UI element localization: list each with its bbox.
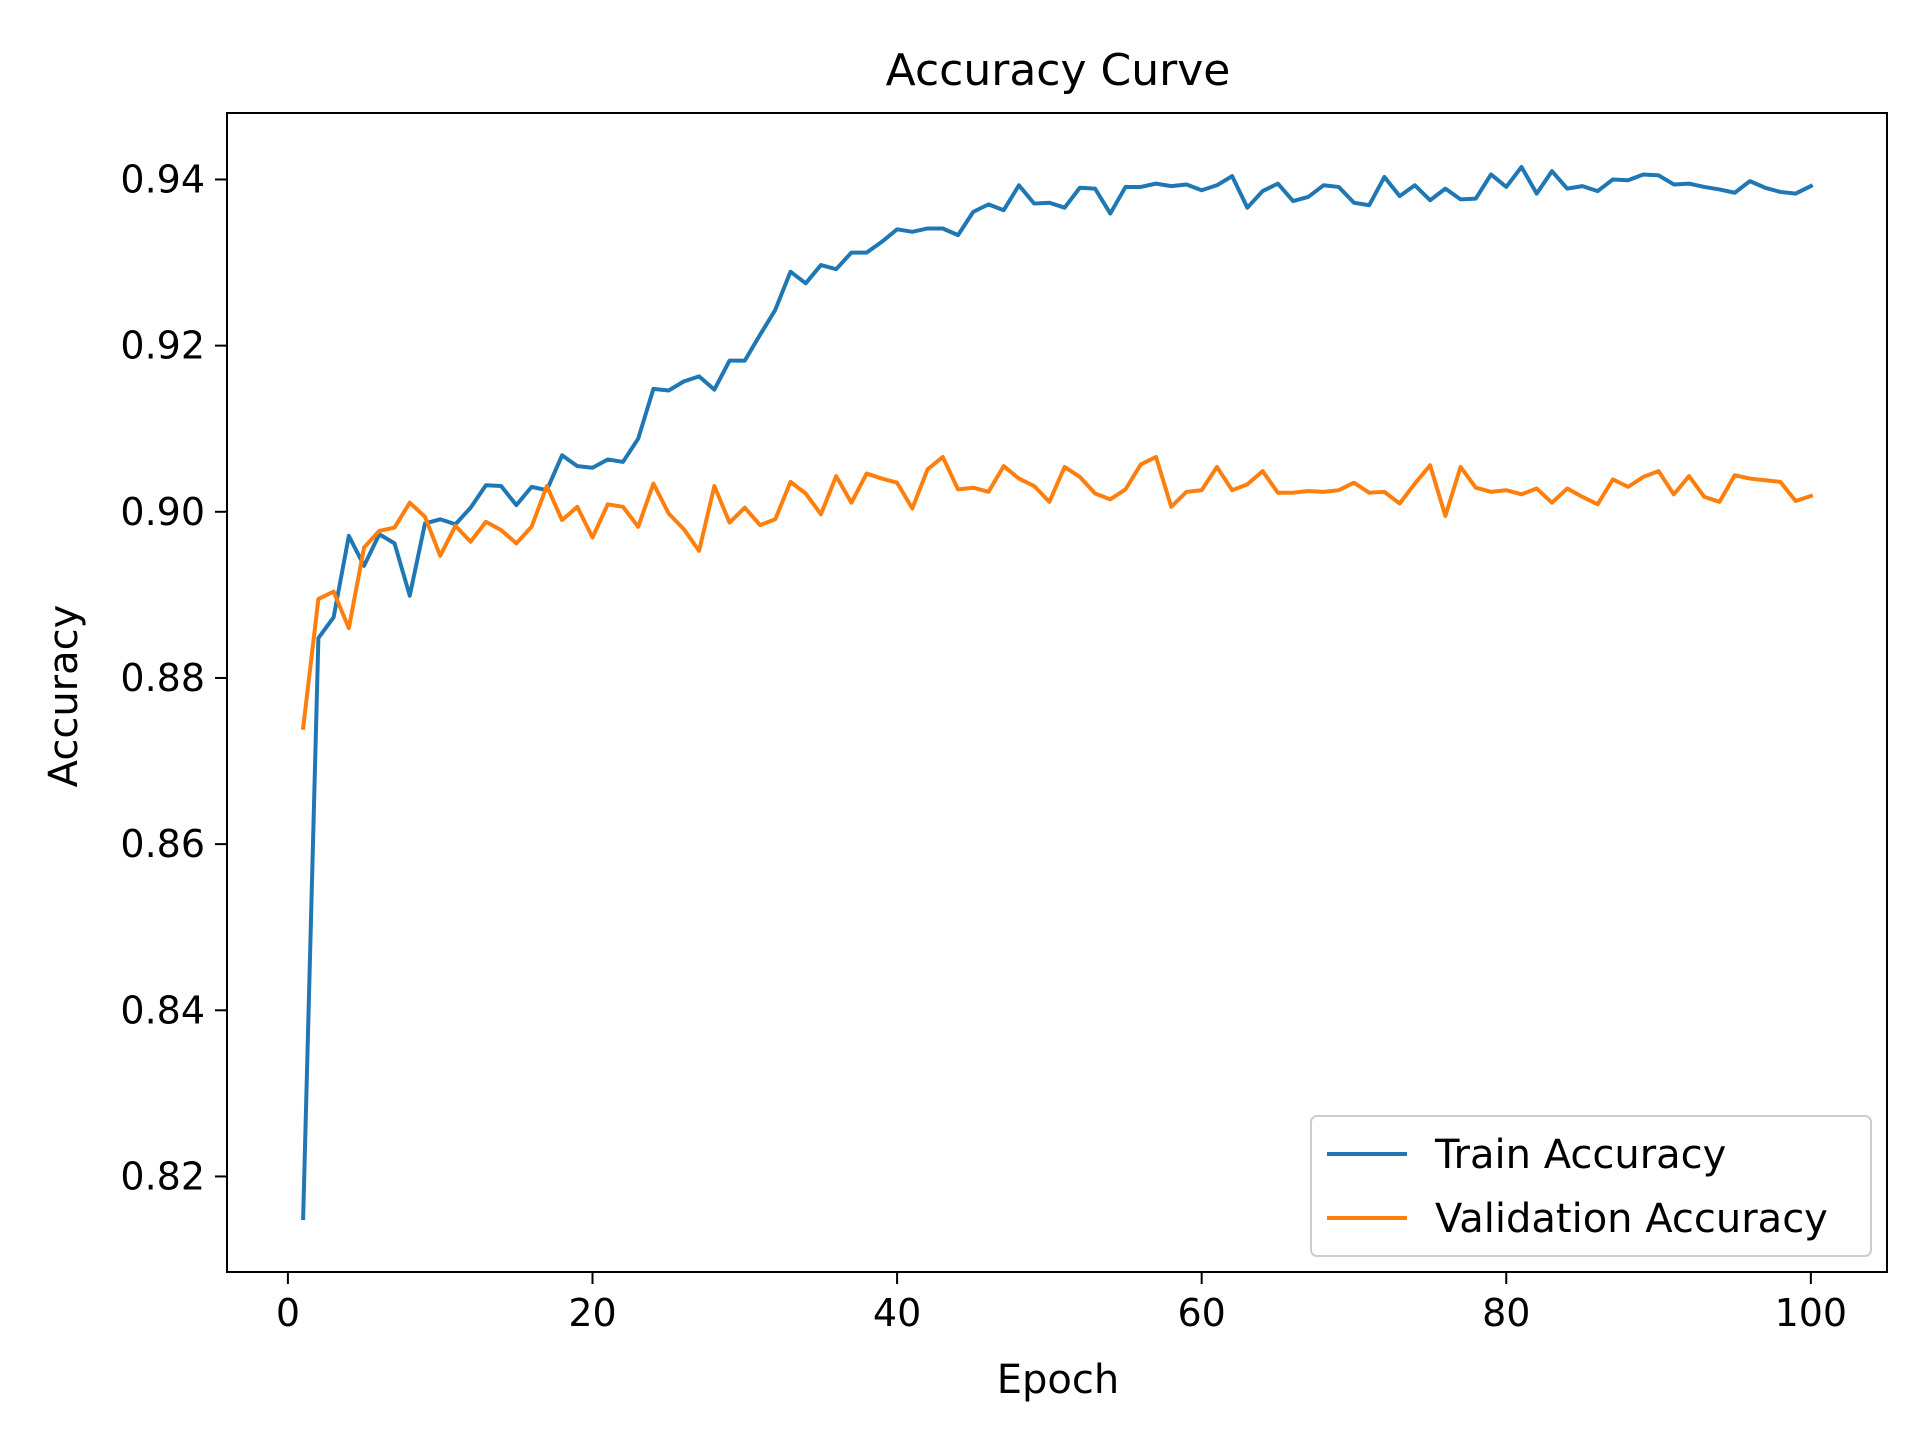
legend-label: Validation Accuracy [1435, 1196, 1828, 1242]
legend-box [1310, 1115, 1872, 1257]
y-tick-label: 0.86 [120, 822, 205, 866]
plot-area [300, 165, 1814, 1221]
legend-label: Train Accuracy [1434, 1132, 1726, 1178]
x-axis-label: Epoch [997, 1357, 1119, 1403]
x-tick-label: 60 [1177, 1291, 1225, 1335]
x-tick-label: 0 [276, 1291, 300, 1335]
y-tick-label: 0.94 [120, 157, 205, 201]
y-tick-label: 0.82 [120, 1154, 205, 1198]
x-axis: 0 20 40 60 80 100 [276, 1272, 1847, 1335]
y-tick-label: 0.88 [120, 656, 205, 700]
x-tick-label: 80 [1482, 1291, 1530, 1335]
plot-frame [226, 112, 1888, 1273]
y-tick-label: 0.92 [120, 324, 205, 368]
x-tick-label: 40 [873, 1291, 921, 1335]
series-line-validation-accuracy [300, 454, 1814, 731]
y-axis: 0.82 0.84 0.86 0.88 0.90 0.92 0.94 [120, 157, 227, 1198]
x-tick-label: 20 [568, 1291, 616, 1335]
series-line-train-accuracy [301, 165, 1814, 1221]
y-tick-label: 0.84 [120, 988, 205, 1032]
y-tick-label: 0.90 [120, 490, 205, 534]
y-axis-label: Accuracy [41, 605, 87, 788]
legend: Train Accuracy Validation Accuracy [1310, 1115, 1872, 1257]
chart-title: Accuracy Curve [886, 45, 1231, 96]
x-tick-label: 100 [1775, 1291, 1848, 1335]
